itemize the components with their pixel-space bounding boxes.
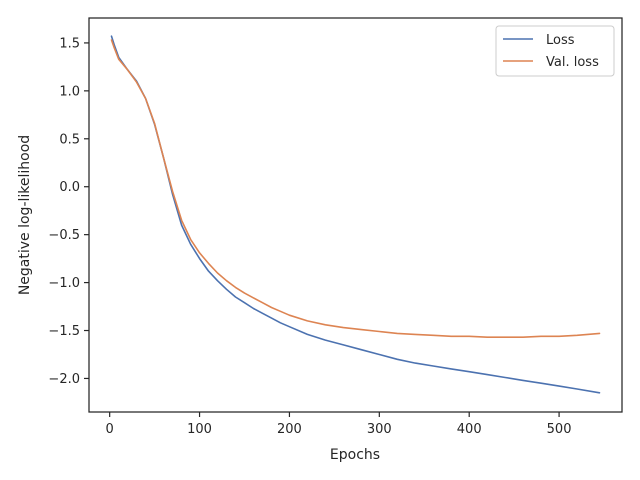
plot-frame [88,17,623,413]
series-layer [110,35,601,394]
y-axis-ticks: −2.0 −1.5 −1.0 −0.5 0.0 0.5 1.0 1.5 [48,36,89,387]
y-axis-label: Negative log-likelihood [17,135,33,295]
series-line-val-loss [110,39,601,339]
x-tick-label: 100 [187,422,212,437]
x-tick-label: 0 [106,422,114,437]
x-tick-label: 400 [457,422,482,437]
x-tick-label: 200 [277,422,302,437]
legend-label-loss: Loss [546,33,575,48]
y-tick-label: −1.0 [48,276,80,291]
plot-area [89,18,622,412]
y-tick-label: −2.0 [48,372,80,387]
x-tick-label: 500 [547,422,572,437]
y-tick-label: 0.0 [59,180,80,195]
y-tick-label: −1.5 [48,324,80,339]
x-tick-label: 300 [367,422,392,437]
y-tick-label: −0.5 [48,228,80,243]
y-tick-label: 0.5 [59,132,80,147]
y-tick-label: 1.5 [59,36,80,51]
x-axis-ticks: 0 100 200 300 400 500 [106,412,572,437]
legend-label-val-loss: Val. loss [546,55,599,70]
y-tick-label: 1.0 [59,84,80,99]
legend: Loss Val. loss [495,25,615,77]
x-axis-label: Epochs [330,447,380,463]
